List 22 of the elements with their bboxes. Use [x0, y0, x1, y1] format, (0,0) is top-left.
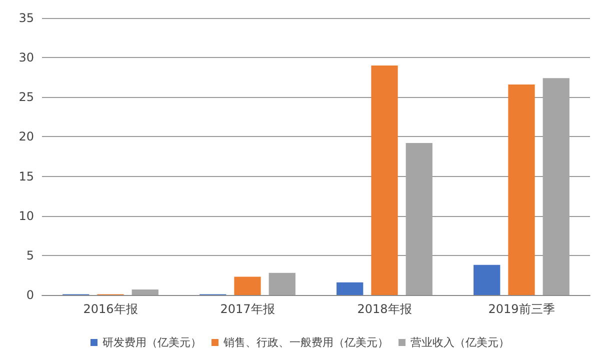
bar: [268, 272, 296, 295]
x-tick-label: 2016年报: [83, 302, 138, 316]
y-tick-label: 35: [18, 11, 34, 25]
y-tick-label: 15: [18, 169, 34, 184]
x-tick-label: 2017年报: [220, 302, 275, 316]
x-tick-label: 2019前三季: [488, 302, 555, 316]
bar: [371, 65, 398, 295]
y-tick-label: 20: [18, 130, 34, 144]
y-tick-label: 5: [26, 248, 34, 262]
legend-label: 销售、行政、一般费用（亿美元）: [222, 336, 388, 349]
x-tick-label: 2018年报: [357, 302, 412, 316]
legend-label: 研发费用（亿美元）: [102, 336, 202, 349]
y-tick-label: 25: [18, 90, 34, 104]
y-tick-label: 30: [18, 50, 34, 65]
y-tick-label: 0: [26, 288, 34, 302]
bar: [234, 276, 261, 295]
y-tick-label: 10: [18, 208, 34, 223]
bar: [474, 264, 500, 295]
bar: [132, 289, 158, 295]
bar: [508, 84, 535, 295]
legend-label: 营业收入（亿美元）: [410, 336, 510, 349]
bar: [336, 282, 364, 295]
